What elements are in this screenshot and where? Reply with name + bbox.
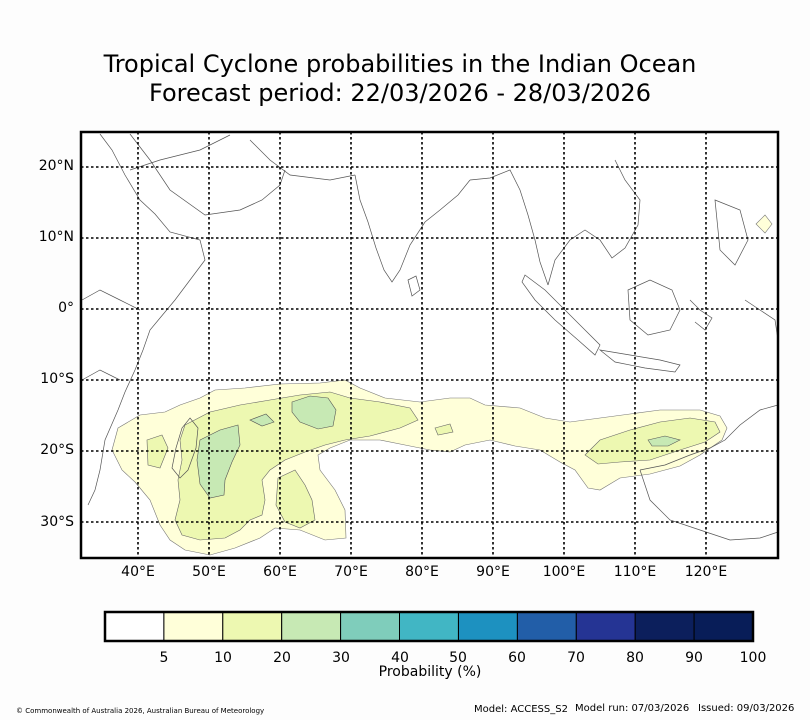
colorbar-tick: 100	[739, 650, 767, 666]
lat-label-0: 0°	[58, 300, 74, 316]
map-frame	[79, 130, 780, 560]
copyright-note: © Commonwealth of Australia 2026, Austra…	[16, 707, 265, 715]
lon-label-110e: 110°E	[613, 564, 657, 580]
chart-title-line1: Tropical Cyclone probabilities in the In…	[103, 50, 697, 78]
lon-label-90e: 90°E	[476, 564, 510, 580]
colorbar	[103, 610, 755, 643]
lon-label-70e: 70°E	[334, 564, 368, 580]
lat-label-30s: 30°S	[40, 514, 74, 530]
colorbar-tick: 60	[508, 650, 526, 666]
prob-region-20-30	[196, 395, 681, 499]
lon-label-40e: 40°E	[121, 564, 155, 580]
colorbar-tick: 80	[626, 650, 644, 666]
colorbar-swatch	[281, 611, 342, 642]
colorbar-swatch	[222, 611, 283, 642]
colorbar-swatch	[458, 611, 518, 642]
lat-label-20n: 20°N	[38, 158, 74, 174]
chart-title-line2: Forecast period: 22/03/2026 - 28/03/2026	[149, 79, 651, 107]
lon-label-120e: 120°E	[684, 564, 728, 580]
model-run-date: Model run: 07/03/2026	[575, 703, 690, 714]
lat-label-10s: 10°S	[40, 371, 74, 387]
colorbar-tick: 5	[159, 650, 169, 666]
colorbar-tick: 40	[391, 650, 409, 666]
colorbar-tick: 70	[567, 650, 585, 666]
colorbar-tick: 10	[214, 650, 232, 666]
lon-label-60e: 60°E	[263, 564, 297, 580]
colorbar-swatch	[340, 611, 401, 642]
lon-label-80e: 80°E	[405, 564, 439, 580]
colorbar-tick: 50	[449, 650, 467, 666]
colorbar-label: Probability (%)	[378, 664, 482, 680]
colorbar-swatch	[516, 611, 577, 642]
issued-date: Issued: 09/03/2026	[698, 703, 795, 714]
colorbar-swatch	[163, 611, 224, 642]
prob-patch-philippines	[755, 214, 773, 234]
lat-label-20s: 20°S	[40, 442, 74, 458]
colorbar-tick: 90	[685, 650, 703, 666]
colorbar-swatch	[399, 611, 459, 642]
graticule	[81, 132, 778, 558]
colorbar-frame	[103, 610, 755, 643]
colorbar-swatch	[575, 611, 636, 642]
colorbar-swatch	[104, 611, 165, 642]
model-name: Model: ACCESS_S2	[474, 704, 568, 715]
colorbar-swatch	[634, 611, 695, 642]
lon-label-50e: 50°E	[192, 564, 226, 580]
colorbar-tick: 30	[332, 650, 350, 666]
colorbar-swatch	[693, 611, 754, 642]
lon-label-100e: 100°E	[542, 564, 586, 580]
colorbar-tick: 20	[273, 650, 291, 666]
lat-label-10n: 10°N	[38, 229, 74, 245]
